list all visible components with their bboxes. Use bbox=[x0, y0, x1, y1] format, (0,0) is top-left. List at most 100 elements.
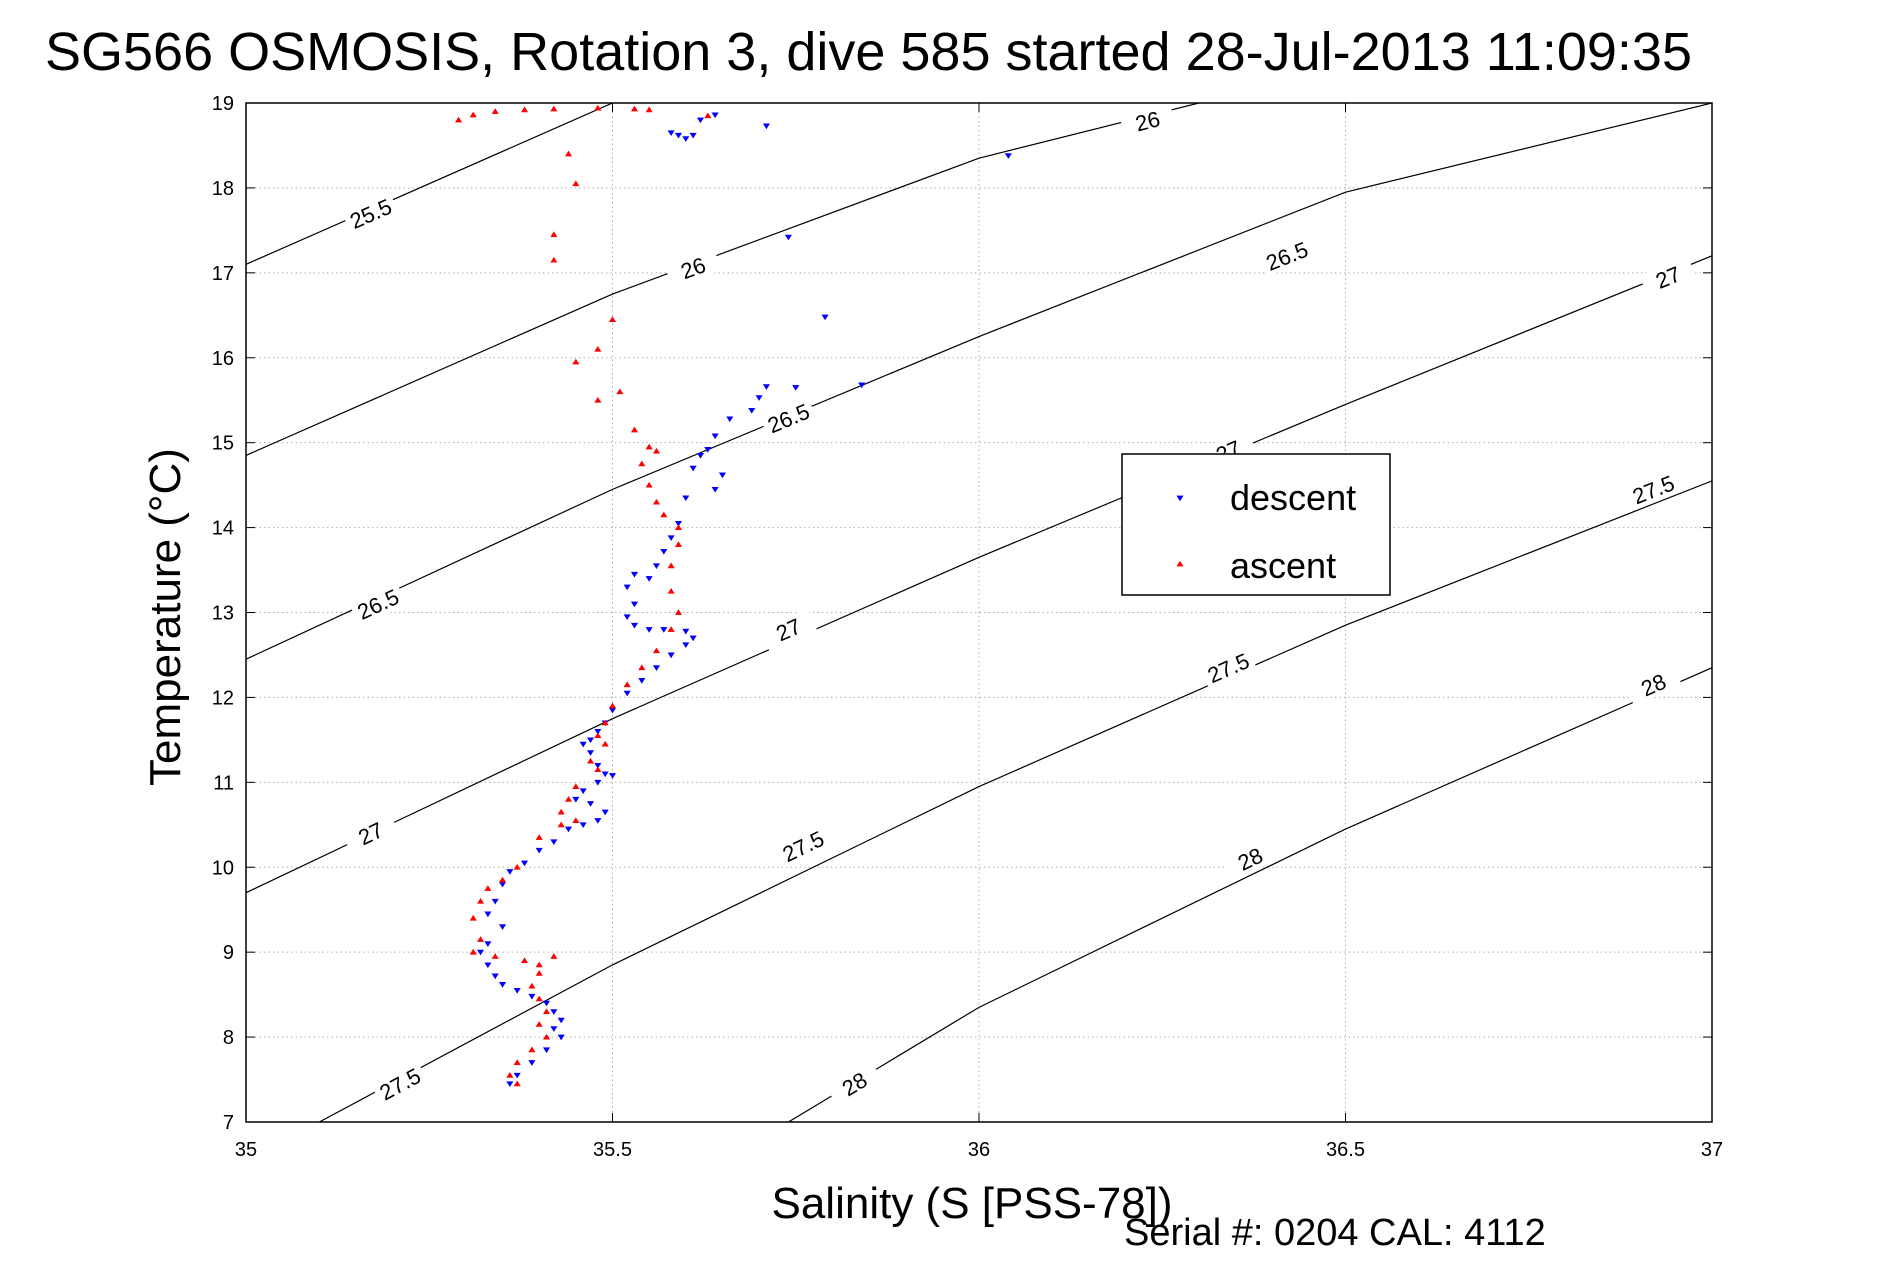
descent-point bbox=[652, 665, 661, 671]
ascent-point bbox=[594, 396, 602, 403]
descent-point bbox=[682, 628, 690, 635]
ascent-point bbox=[477, 936, 485, 942]
descent-point bbox=[499, 982, 507, 988]
ascent-point bbox=[513, 1080, 521, 1087]
descent-point bbox=[696, 117, 705, 124]
ascent-point bbox=[704, 112, 712, 119]
descent-point bbox=[579, 822, 587, 829]
y-tick-label: 17 bbox=[212, 263, 234, 285]
ascent-point bbox=[608, 702, 617, 709]
descent-point bbox=[506, 869, 514, 875]
descent-point bbox=[579, 788, 587, 795]
density-contour-26 bbox=[246, 103, 1200, 456]
descent-point bbox=[623, 690, 631, 697]
ascent-point bbox=[652, 498, 661, 505]
descent-point bbox=[484, 911, 492, 918]
y-axis-label: Temperature (°C) bbox=[141, 448, 190, 786]
descent-point bbox=[499, 924, 507, 930]
descent-point bbox=[535, 847, 543, 854]
y-tick-label: 7 bbox=[223, 1112, 234, 1134]
contour-label-background bbox=[664, 247, 722, 289]
contour-label-background bbox=[1258, 235, 1316, 277]
ascent-point bbox=[535, 961, 543, 968]
ascent-point bbox=[638, 664, 646, 671]
ascent-point bbox=[594, 104, 602, 111]
ascent-point bbox=[630, 426, 639, 433]
y-tick-label: 11 bbox=[213, 772, 234, 794]
data-series bbox=[455, 104, 1012, 1088]
ascent-point bbox=[506, 1072, 514, 1078]
ascent-point bbox=[645, 481, 653, 488]
ascent-point bbox=[550, 256, 558, 263]
descent-point bbox=[696, 453, 705, 459]
descent-point bbox=[557, 1017, 565, 1024]
ascent-point bbox=[542, 1008, 551, 1015]
descent-point bbox=[1004, 153, 1012, 159]
descent-point bbox=[762, 123, 770, 130]
ascent-point bbox=[535, 995, 543, 1002]
descent-point bbox=[484, 962, 492, 969]
descent-point bbox=[638, 678, 646, 684]
descent-point bbox=[667, 535, 675, 542]
descent-point bbox=[674, 132, 683, 139]
ascent-point bbox=[572, 180, 580, 187]
density-contour-27 bbox=[246, 255, 1712, 894]
ascent-point bbox=[667, 588, 675, 594]
descent-point bbox=[550, 1009, 558, 1015]
ascent-point bbox=[572, 817, 580, 823]
ascent-point bbox=[535, 970, 543, 976]
descent-point bbox=[718, 472, 726, 479]
ascent-point bbox=[594, 345, 602, 352]
contour-label-background bbox=[759, 608, 818, 651]
ascent-point bbox=[520, 106, 529, 113]
ascent-point bbox=[564, 796, 573, 802]
descent-point bbox=[645, 576, 653, 582]
density-contour-27.5 bbox=[319, 480, 1712, 1122]
ascent-point bbox=[513, 863, 521, 870]
axis-ticks: 35 35.5 36 36.5 37 7 8 9 10 11 12 13 14 15 16 17 18 19 bbox=[212, 93, 1723, 1161]
ascent-point bbox=[455, 116, 463, 123]
ascent-point bbox=[491, 953, 499, 959]
x-tick-label: 37 bbox=[1701, 1139, 1723, 1161]
x-tick-label: 35 bbox=[235, 1139, 257, 1161]
x-tick-label: 36 bbox=[968, 1139, 990, 1161]
descent-point bbox=[601, 771, 609, 778]
descent-point bbox=[594, 779, 602, 786]
ascent-point bbox=[674, 524, 683, 530]
descent-point bbox=[623, 584, 631, 591]
descent-point bbox=[579, 741, 587, 748]
ascent-point bbox=[469, 948, 477, 955]
descent-point bbox=[660, 548, 668, 555]
ascent-point bbox=[520, 957, 529, 964]
contour-label-26: 26 bbox=[1133, 106, 1163, 136]
x-tick-label: 36.5 bbox=[1326, 1139, 1365, 1161]
descent-point bbox=[660, 627, 668, 633]
chart-title: SG566 OSMOSIS, Rotation 3, dive 585 star… bbox=[45, 22, 1692, 82]
descent-point bbox=[586, 737, 595, 744]
density-contour-25.5 bbox=[246, 103, 613, 265]
ascent-point bbox=[535, 1021, 543, 1027]
contour-label-background bbox=[1199, 646, 1257, 690]
descent-point bbox=[520, 860, 529, 867]
ascent-point bbox=[477, 897, 485, 904]
ascent-point bbox=[550, 953, 558, 959]
legend-marker-ascent bbox=[1176, 560, 1184, 567]
ascent-point bbox=[557, 808, 565, 815]
descent-point bbox=[667, 130, 675, 136]
descent-point bbox=[711, 112, 719, 119]
y-tick-label: 9 bbox=[223, 942, 234, 964]
descent-point bbox=[645, 627, 653, 633]
ascent-point bbox=[499, 876, 507, 883]
ascent-point bbox=[491, 108, 499, 114]
contour-label-background bbox=[1119, 103, 1176, 139]
y-tick-label: 13 bbox=[212, 603, 234, 625]
ascent-point bbox=[594, 766, 602, 772]
descent-point bbox=[550, 839, 558, 846]
contour-label-background bbox=[759, 396, 818, 440]
legend-marker-descent bbox=[1176, 495, 1184, 502]
ascent-point bbox=[660, 511, 668, 518]
descent-point bbox=[542, 1000, 551, 1007]
ascent-point bbox=[601, 740, 609, 747]
descent-point bbox=[682, 136, 690, 142]
descent-point bbox=[572, 796, 580, 803]
